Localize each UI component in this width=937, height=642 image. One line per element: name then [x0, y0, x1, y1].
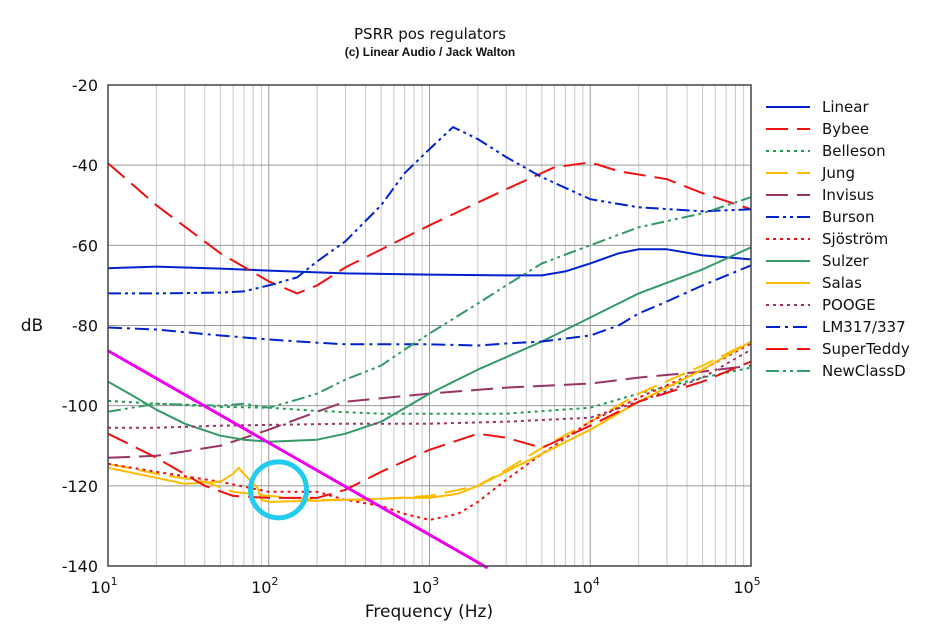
legend-label: Belleson [822, 142, 886, 160]
series-line-0 [107, 248, 752, 277]
series-line-4 [107, 364, 752, 459]
series-line-3 [107, 340, 752, 501]
series-line-5 [108, 126, 752, 295]
series-line-8 [107, 340, 752, 503]
plot-grid [107, 84, 752, 567]
series-line-10 [107, 264, 752, 347]
series-line-7 [107, 246, 752, 443]
legend-label: Burson [822, 208, 874, 226]
y-tick-label: -60 [72, 236, 98, 255]
annotation-line [107, 349, 489, 570]
legend: Linear Bybee Belleson Jung Invisus Burson Sjös… [766, 98, 910, 380]
x-tick-label: 102 [251, 575, 278, 597]
y-axis-ticks: -20 -40 -60 -80 -100 -120 -140 [62, 76, 98, 576]
x-axis-ticks: 101 102 103 104 105 [90, 575, 760, 597]
legend-label: Bybee [822, 120, 869, 138]
x-tick-label: 105 [733, 575, 760, 597]
legend-label: LM317/337 [822, 318, 906, 336]
legend-label: Linear [822, 98, 869, 116]
x-axis-label: Frequency (Hz) [365, 602, 493, 622]
legend-label: NewClassD [822, 362, 906, 380]
legend-label: Jung [821, 164, 855, 182]
y-axis-label: dB [21, 316, 43, 336]
chart-subtitle: (c) Linear Audio / Jack Walton [345, 45, 515, 59]
annotations [107, 349, 489, 570]
legend-label: Salas [822, 274, 862, 292]
series-line-11 [107, 360, 752, 499]
series-line-9 [108, 348, 752, 429]
x-tick-label: 101 [90, 575, 117, 597]
x-tick-label: 104 [573, 575, 600, 597]
y-tick-label: -40 [72, 156, 98, 175]
y-tick-label: -140 [62, 557, 98, 576]
annotation-circle [248, 459, 310, 521]
series-line-6 [107, 342, 752, 521]
y-tick-label: -100 [62, 397, 98, 416]
y-tick-label: -20 [72, 76, 98, 95]
series-line-12 [107, 196, 752, 413]
x-tick-label: 103 [412, 575, 439, 597]
legend-label: Sjöström [822, 230, 888, 248]
series-line-1 [107, 161, 752, 295]
legend-label: POOGE [822, 296, 876, 314]
y-tick-label: -120 [62, 477, 98, 496]
legend-label: SuperTeddy [822, 340, 910, 358]
plot-frame [107, 84, 752, 567]
legend-label: Invisus [822, 186, 874, 204]
series-lines [107, 126, 752, 521]
legend-label: Sulzer [822, 252, 869, 270]
chart-title: PSRR pos regulators [354, 25, 506, 43]
y-tick-label: -80 [72, 317, 98, 336]
